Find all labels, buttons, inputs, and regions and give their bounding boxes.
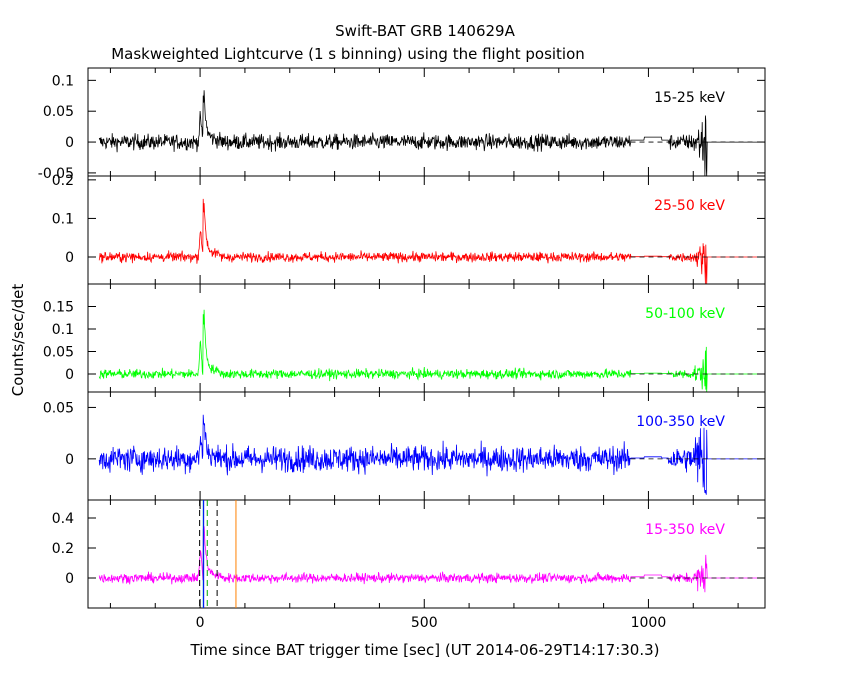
y-tick-label: 0 <box>65 571 74 587</box>
panel-15-350-kev: 0 0.2 0.4 15-350 keV <box>52 499 766 609</box>
y-tick-label: 0 <box>65 367 74 383</box>
band-label: 25-50 keV <box>654 198 725 214</box>
chart-subtitle: Maskweighted Lightcurve (1 s binning) us… <box>111 45 585 63</box>
band-label: 15-350 keV <box>645 522 725 538</box>
y-tick-label: 0.1 <box>52 322 74 338</box>
panel-25-50-kev: 0 0.1 0.2 25-50 keV <box>52 173 766 285</box>
panel-100-350-kev: 0 0.05 100-350 keV <box>43 391 766 501</box>
panel-frame <box>87 175 766 285</box>
chart-title: Swift-BAT GRB 140629A <box>335 22 515 40</box>
light-curve-1 <box>98 198 763 285</box>
y-tick-label: 0 <box>65 452 74 468</box>
y-tick-label: 0.05 <box>43 104 74 120</box>
y-axis-label: Counts/sec/det <box>9 284 27 397</box>
y-tick-label: 0.15 <box>43 300 74 316</box>
y-tick-label: 0.05 <box>43 345 74 361</box>
y-tick-label: 0 <box>65 135 74 151</box>
light-curve-2 <box>98 309 763 393</box>
panel-frame <box>87 391 766 501</box>
band-label: 15-25 keV <box>654 90 725 106</box>
x-tick-label: 0 <box>196 615 205 631</box>
band-label: 50-100 keV <box>645 306 725 322</box>
x-tick-label: 500 <box>411 615 438 631</box>
y-tick-label: 0.05 <box>43 400 74 416</box>
y-tick-label: 0.1 <box>52 73 74 89</box>
y-tick-label: 0 <box>65 250 74 266</box>
y-tick-label: 0.1 <box>52 211 74 227</box>
panel-50-100-kev: 0 0.05 0.1 0.15 50-100 keV <box>43 283 766 393</box>
x-tick-label: 1000 <box>631 615 667 631</box>
panel-15-25-kev: -0.05 0 0.05 0.1 15-25 keV <box>38 67 766 182</box>
panel-frame <box>87 67 766 177</box>
x-axis-label: Time since BAT trigger time [sec] (UT 20… <box>190 641 660 659</box>
panel-frame <box>87 499 766 609</box>
band-label: 100-350 keV <box>636 414 725 430</box>
y-tick-label: 0.2 <box>52 541 74 557</box>
light-curve-0 <box>98 90 763 177</box>
y-tick-label: -0.05 <box>38 166 74 182</box>
y-tick-label: 0.4 <box>52 511 74 527</box>
y-tick-label: 0.2 <box>52 173 74 189</box>
light-curve-3 <box>98 414 763 495</box>
light-curve-4 <box>98 526 763 593</box>
